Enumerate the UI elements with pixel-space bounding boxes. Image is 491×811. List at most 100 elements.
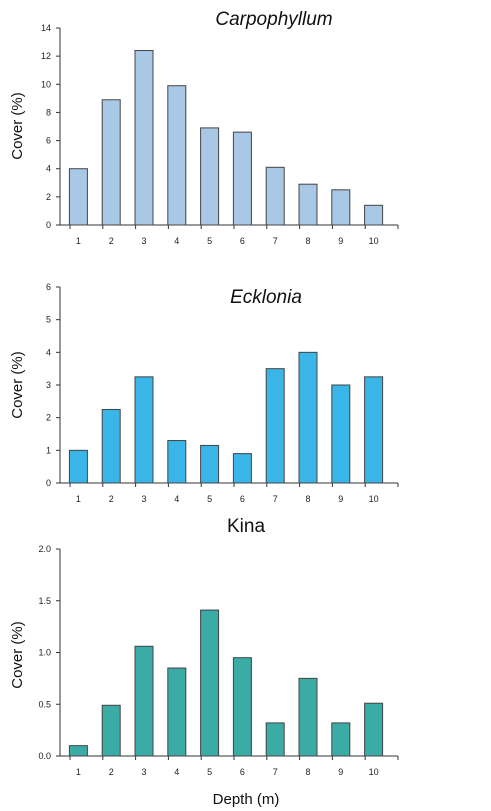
panel-title: Ecklonia [230, 287, 302, 308]
x-ticks: 1 2 3 4 5 6 7 8 9 10 [60, 224, 399, 246]
x-ticks: 1 2 3 4 5 6 7 8 9 10 [60, 482, 399, 504]
y-axis-label: Cover (%) [9, 92, 26, 160]
bar [167, 440, 187, 484]
x-tick-label: 4 [174, 236, 179, 246]
y-tick-label: 0 [46, 478, 51, 488]
y-tick-label: 1.0 [38, 648, 51, 658]
bar [364, 702, 384, 757]
y-tick-label: 4 [46, 164, 51, 174]
bar [232, 131, 252, 226]
x-tick-label: 6 [240, 236, 245, 246]
bar [364, 376, 384, 484]
x-tick-label: 10 [369, 494, 379, 504]
bar [298, 183, 318, 226]
bar [298, 677, 318, 757]
bar [364, 204, 384, 226]
x-tick-label: 1 [76, 767, 81, 777]
bar [200, 127, 220, 226]
y-tick-label: 8 [46, 107, 51, 117]
x-tick-label: 10 [369, 767, 379, 777]
x-ticks: 1 2 3 4 5 6 7 8 9 10 [60, 755, 399, 777]
bar [167, 85, 187, 226]
x-tick-label: 5 [207, 494, 212, 504]
y-tick-label: 12 [41, 51, 51, 61]
x-tick-label: 7 [273, 236, 278, 246]
x-tick-label: 5 [207, 767, 212, 777]
x-tick-label: 7 [273, 494, 278, 504]
x-tick-label: 2 [109, 767, 114, 777]
bar [200, 609, 220, 757]
y-tick-label: 3 [46, 380, 51, 390]
bars [68, 609, 384, 757]
bar [265, 722, 285, 757]
x-tick-label: 1 [76, 494, 81, 504]
y-tick-label: 14 [41, 23, 51, 33]
y-tick-label: 6 [46, 136, 51, 146]
x-tick-label: 10 [369, 236, 379, 246]
x-tick-label: 7 [273, 767, 278, 777]
y-axis-label: Cover (%) [9, 351, 26, 419]
y-tick-label: 4 [46, 347, 51, 357]
y-ticks: 0 1 2 3 4 5 6 [46, 282, 61, 488]
bars [68, 50, 384, 226]
y-tick-label: 1 [46, 445, 51, 455]
y-axis-label: Cover (%) [9, 621, 26, 689]
bar [101, 704, 121, 757]
bar [331, 189, 351, 226]
bar [101, 409, 121, 484]
x-tick-label: 3 [141, 767, 146, 777]
bar [134, 376, 154, 484]
chart-panel-ecklonia: Ecklonia Cover (%) 0 1 2 3 4 5 6 1 2 3 4 5 6 7 8 9 10 [9, 282, 399, 504]
x-tick-label: 6 [240, 767, 245, 777]
y-tick-label: 2 [46, 413, 51, 423]
y-tick-label: 6 [46, 282, 51, 292]
bar [68, 449, 88, 484]
x-tick-label: 1 [76, 236, 81, 246]
bar [265, 368, 285, 484]
x-tick-label: 3 [141, 236, 146, 246]
bar [232, 453, 252, 484]
bars [68, 351, 384, 484]
x-tick-label: 2 [109, 494, 114, 504]
y-tick-label: 10 [41, 79, 51, 89]
x-tick-label: 4 [174, 767, 179, 777]
bar [200, 444, 220, 484]
y-tick-label: 2.0 [38, 544, 51, 554]
x-tick-label: 2 [109, 236, 114, 246]
x-tick-label: 6 [240, 494, 245, 504]
bar [134, 645, 154, 757]
bar [68, 168, 88, 226]
y-tick-label: 0.5 [38, 699, 51, 709]
bar [68, 745, 88, 757]
x-tick-label: 3 [141, 494, 146, 504]
x-tick-label: 8 [305, 767, 310, 777]
bar [167, 667, 187, 757]
x-tick-label: 9 [338, 236, 343, 246]
bar [232, 657, 252, 757]
y-tick-label: 0.0 [38, 751, 51, 761]
panel-title: Carpophyllum [215, 9, 332, 30]
x-tick-label: 9 [338, 494, 343, 504]
x-tick-label: 8 [305, 236, 310, 246]
bar [265, 166, 285, 226]
y-ticks: 0 2 4 6 8 10 12 14 [41, 23, 61, 230]
chart-panel-kina: Kina Cover (%) Depth (m) 0.0 0.5 1.0 1.5 2.0… [9, 516, 399, 808]
y-ticks: 0.0 0.5 1.0 1.5 2.0 [38, 544, 61, 761]
y-tick-label: 0 [46, 220, 51, 230]
bar [134, 50, 154, 226]
panel-title: Kina [227, 516, 265, 537]
y-tick-label: 1.5 [38, 596, 51, 606]
x-axis-label: Depth (m) [213, 791, 280, 808]
bar [101, 99, 121, 226]
bar [298, 351, 318, 484]
x-tick-label: 4 [174, 494, 179, 504]
x-tick-label: 5 [207, 236, 212, 246]
bar [331, 722, 351, 757]
y-tick-label: 2 [46, 192, 51, 202]
y-tick-label: 5 [46, 315, 51, 325]
x-tick-label: 9 [338, 767, 343, 777]
x-tick-label: 8 [305, 494, 310, 504]
bar [331, 384, 351, 484]
